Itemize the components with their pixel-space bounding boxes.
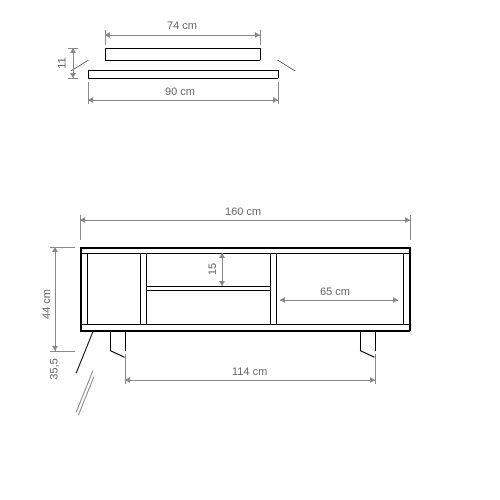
cab-leg-l1 <box>110 331 111 351</box>
shelf-top-dim-tick-r <box>260 30 261 45</box>
cab-right2 <box>403 253 404 325</box>
cab-height-arrow <box>55 247 56 351</box>
cab-span-arrow <box>125 380 375 381</box>
shelf-height-arrow <box>73 48 74 78</box>
cab-div1 <box>140 253 141 325</box>
cab-leg-l2 <box>125 331 126 351</box>
cab-span-label: 114 cm <box>232 366 267 378</box>
cab-inner-arrow <box>222 253 223 286</box>
shelf-top-dim-tick-l <box>105 30 106 45</box>
cab-top-dim-arrow <box>80 220 410 221</box>
cab-leg-r-diag <box>360 350 375 358</box>
cab-top-tick-l <box>80 215 81 240</box>
cab-bottom2 <box>80 324 410 325</box>
shelf-height-tick-t <box>68 48 78 49</box>
cab-depth-top <box>76 331 94 373</box>
cab-door-label: 65 cm <box>320 286 350 298</box>
shelf-bottom-dim-arrow <box>88 100 278 101</box>
cab-depth-arrow <box>78 376 95 415</box>
shelf-front-right <box>278 70 279 78</box>
shelf-height-label: 11 <box>57 57 69 68</box>
cab-span-tick-l <box>125 354 126 384</box>
shelf-back-bottom <box>105 60 260 61</box>
cab-depth-label: 35,5 <box>49 358 61 379</box>
cab-door-arrow <box>280 300 398 301</box>
cab-div1b <box>146 253 147 325</box>
shelf-height-tick-b <box>68 78 78 79</box>
cab-span-tick-r <box>375 354 376 384</box>
shelf-bottom-tick-l <box>88 82 89 104</box>
technical-drawing: 74 cm 11 90 cm 160 cm <box>0 0 500 500</box>
shelf-back-top <box>105 48 260 49</box>
cab-top2 <box>80 253 410 254</box>
cab-inner-label: 15 <box>207 263 219 275</box>
cab-depth-bot <box>76 370 94 412</box>
cab-right <box>409 247 411 331</box>
shelf-bottom-tick-r <box>278 82 279 104</box>
cab-leg-r1 <box>360 331 361 351</box>
shelf-back-right <box>260 48 261 60</box>
cab-midshelf2 <box>146 290 270 291</box>
cab-leg-l-diag <box>110 350 125 358</box>
cab-height-tick-b <box>50 351 75 352</box>
cab-top-width-label: 160 cm <box>225 206 261 218</box>
cab-height-tick-t <box>50 247 75 248</box>
shelf-front-top <box>88 70 278 71</box>
cab-top <box>80 247 410 249</box>
shelf-front-bottom <box>88 78 278 79</box>
cab-left2 <box>87 253 88 325</box>
shelf-bottom-width-label: 90 cm <box>165 86 195 98</box>
cab-leg-r2 <box>375 331 376 351</box>
cab-div2 <box>270 253 271 325</box>
cab-height-label: 44 cm <box>41 279 53 319</box>
cab-div2b <box>276 253 277 325</box>
cab-midshelf <box>146 286 270 287</box>
shelf-top-dim-arrow <box>105 35 260 36</box>
shelf-back-left <box>105 48 106 60</box>
cab-left <box>80 247 82 331</box>
cab-top-tick-r <box>410 215 411 240</box>
shelf-front-left <box>88 70 89 78</box>
shelf-top-width-label: 74 cm <box>167 20 197 32</box>
